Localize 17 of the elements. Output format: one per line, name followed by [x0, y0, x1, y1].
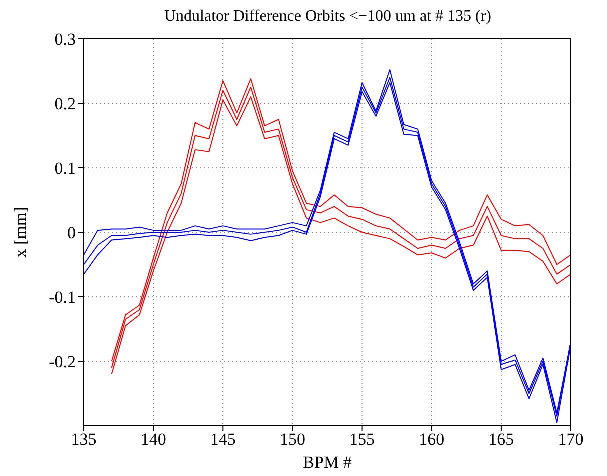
x-tick-label: 170 [558, 430, 584, 450]
x-tick-label: 135 [71, 430, 97, 450]
y-tick-label: -0.2 [49, 352, 76, 372]
y-tick-label: 0.3 [54, 30, 76, 50]
y-tick-label: 0.2 [54, 94, 76, 114]
x-tick-label: 155 [350, 430, 376, 450]
x-tick-label: 165 [488, 430, 514, 450]
y-axis-title: x [mm] [11, 207, 30, 258]
y-tick-label: 0 [68, 224, 76, 243]
x-tick-label: 150 [280, 430, 306, 450]
chart-title: Undulator Difference Orbits <−100 um at # 135 (r) [164, 8, 492, 27]
x-tick-label: 160 [419, 430, 445, 450]
y-tick-label: 0.1 [54, 159, 76, 178]
x-tick-label: 145 [210, 430, 236, 450]
x-axis-title: BPM # [303, 453, 352, 472]
x-tick-label: 140 [140, 430, 166, 450]
y-tick-label: -0.1 [49, 288, 76, 308]
